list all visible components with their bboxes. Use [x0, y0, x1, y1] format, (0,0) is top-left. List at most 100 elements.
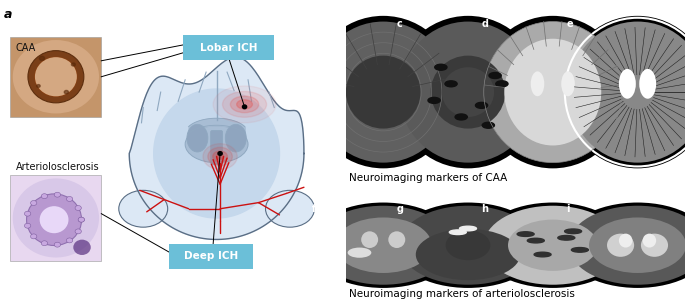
Polygon shape	[129, 57, 304, 239]
Circle shape	[428, 97, 440, 103]
Circle shape	[527, 238, 545, 243]
Ellipse shape	[346, 56, 421, 129]
Ellipse shape	[484, 206, 622, 285]
Ellipse shape	[27, 194, 82, 246]
Ellipse shape	[25, 223, 31, 228]
Circle shape	[455, 114, 467, 120]
Text: e: e	[566, 19, 573, 29]
Circle shape	[489, 72, 501, 79]
Ellipse shape	[225, 124, 247, 152]
Circle shape	[564, 229, 582, 234]
Text: a: a	[3, 8, 12, 21]
Text: b: b	[312, 19, 319, 29]
Ellipse shape	[478, 203, 627, 288]
Ellipse shape	[388, 231, 406, 248]
Ellipse shape	[230, 96, 259, 113]
Ellipse shape	[28, 51, 84, 103]
Ellipse shape	[223, 91, 266, 117]
Ellipse shape	[54, 192, 60, 197]
Ellipse shape	[187, 124, 208, 152]
Text: CAA: CAA	[16, 43, 36, 53]
Ellipse shape	[216, 154, 224, 159]
FancyBboxPatch shape	[169, 244, 253, 269]
Ellipse shape	[50, 216, 58, 223]
Ellipse shape	[569, 21, 685, 163]
Ellipse shape	[309, 16, 458, 168]
Circle shape	[482, 122, 495, 128]
Ellipse shape	[393, 16, 543, 168]
Ellipse shape	[43, 65, 68, 88]
Ellipse shape	[237, 100, 252, 109]
Ellipse shape	[309, 203, 458, 288]
Ellipse shape	[39, 56, 45, 60]
Ellipse shape	[399, 21, 537, 163]
Ellipse shape	[50, 216, 58, 223]
Text: c: c	[397, 19, 403, 29]
Ellipse shape	[37, 84, 40, 87]
Ellipse shape	[569, 206, 685, 285]
Ellipse shape	[619, 69, 636, 99]
Polygon shape	[153, 89, 279, 218]
Text: g: g	[397, 204, 403, 214]
Ellipse shape	[41, 241, 47, 246]
Circle shape	[571, 247, 588, 252]
FancyBboxPatch shape	[184, 35, 274, 60]
Ellipse shape	[416, 229, 520, 280]
Text: h: h	[482, 204, 488, 214]
FancyBboxPatch shape	[211, 130, 223, 164]
Ellipse shape	[641, 234, 668, 257]
Ellipse shape	[35, 57, 77, 96]
Ellipse shape	[314, 21, 452, 163]
Circle shape	[534, 252, 551, 257]
Ellipse shape	[504, 39, 601, 146]
Ellipse shape	[208, 147, 232, 166]
Text: d: d	[482, 19, 488, 29]
Ellipse shape	[66, 238, 73, 243]
Ellipse shape	[531, 72, 545, 96]
Ellipse shape	[75, 229, 82, 234]
Ellipse shape	[66, 196, 73, 201]
Ellipse shape	[78, 217, 84, 222]
Ellipse shape	[13, 178, 99, 258]
Ellipse shape	[41, 194, 47, 199]
Text: Neuroimaging markers of arteriolosclerosis: Neuroimaging markers of arterioloscleros…	[349, 289, 575, 299]
Ellipse shape	[399, 206, 537, 285]
Ellipse shape	[361, 231, 378, 248]
Ellipse shape	[508, 220, 597, 271]
Circle shape	[517, 232, 534, 236]
Ellipse shape	[335, 217, 432, 273]
Ellipse shape	[119, 190, 168, 227]
FancyBboxPatch shape	[10, 175, 101, 261]
Text: Arteriolosclerosis: Arteriolosclerosis	[16, 162, 99, 172]
Circle shape	[218, 152, 222, 155]
Ellipse shape	[13, 40, 99, 114]
Ellipse shape	[213, 86, 276, 123]
Ellipse shape	[393, 203, 543, 288]
Ellipse shape	[442, 67, 494, 117]
Ellipse shape	[50, 72, 62, 82]
Ellipse shape	[213, 151, 227, 162]
Ellipse shape	[35, 57, 77, 96]
Ellipse shape	[71, 63, 75, 66]
Ellipse shape	[563, 16, 685, 168]
Ellipse shape	[203, 144, 237, 169]
Ellipse shape	[75, 205, 82, 210]
Ellipse shape	[643, 234, 656, 247]
Circle shape	[558, 235, 575, 240]
Text: Deep ICH: Deep ICH	[184, 251, 238, 261]
Ellipse shape	[431, 56, 506, 129]
Ellipse shape	[484, 21, 622, 163]
Circle shape	[449, 230, 466, 235]
Text: Lobar ICH: Lobar ICH	[200, 43, 258, 52]
Ellipse shape	[563, 203, 685, 288]
Ellipse shape	[25, 211, 31, 216]
Ellipse shape	[607, 234, 634, 257]
Ellipse shape	[561, 72, 575, 96]
Ellipse shape	[478, 16, 627, 168]
Ellipse shape	[589, 217, 685, 273]
Ellipse shape	[64, 91, 68, 94]
Circle shape	[475, 102, 488, 108]
Ellipse shape	[347, 247, 371, 258]
Circle shape	[460, 226, 477, 231]
Ellipse shape	[31, 234, 37, 239]
